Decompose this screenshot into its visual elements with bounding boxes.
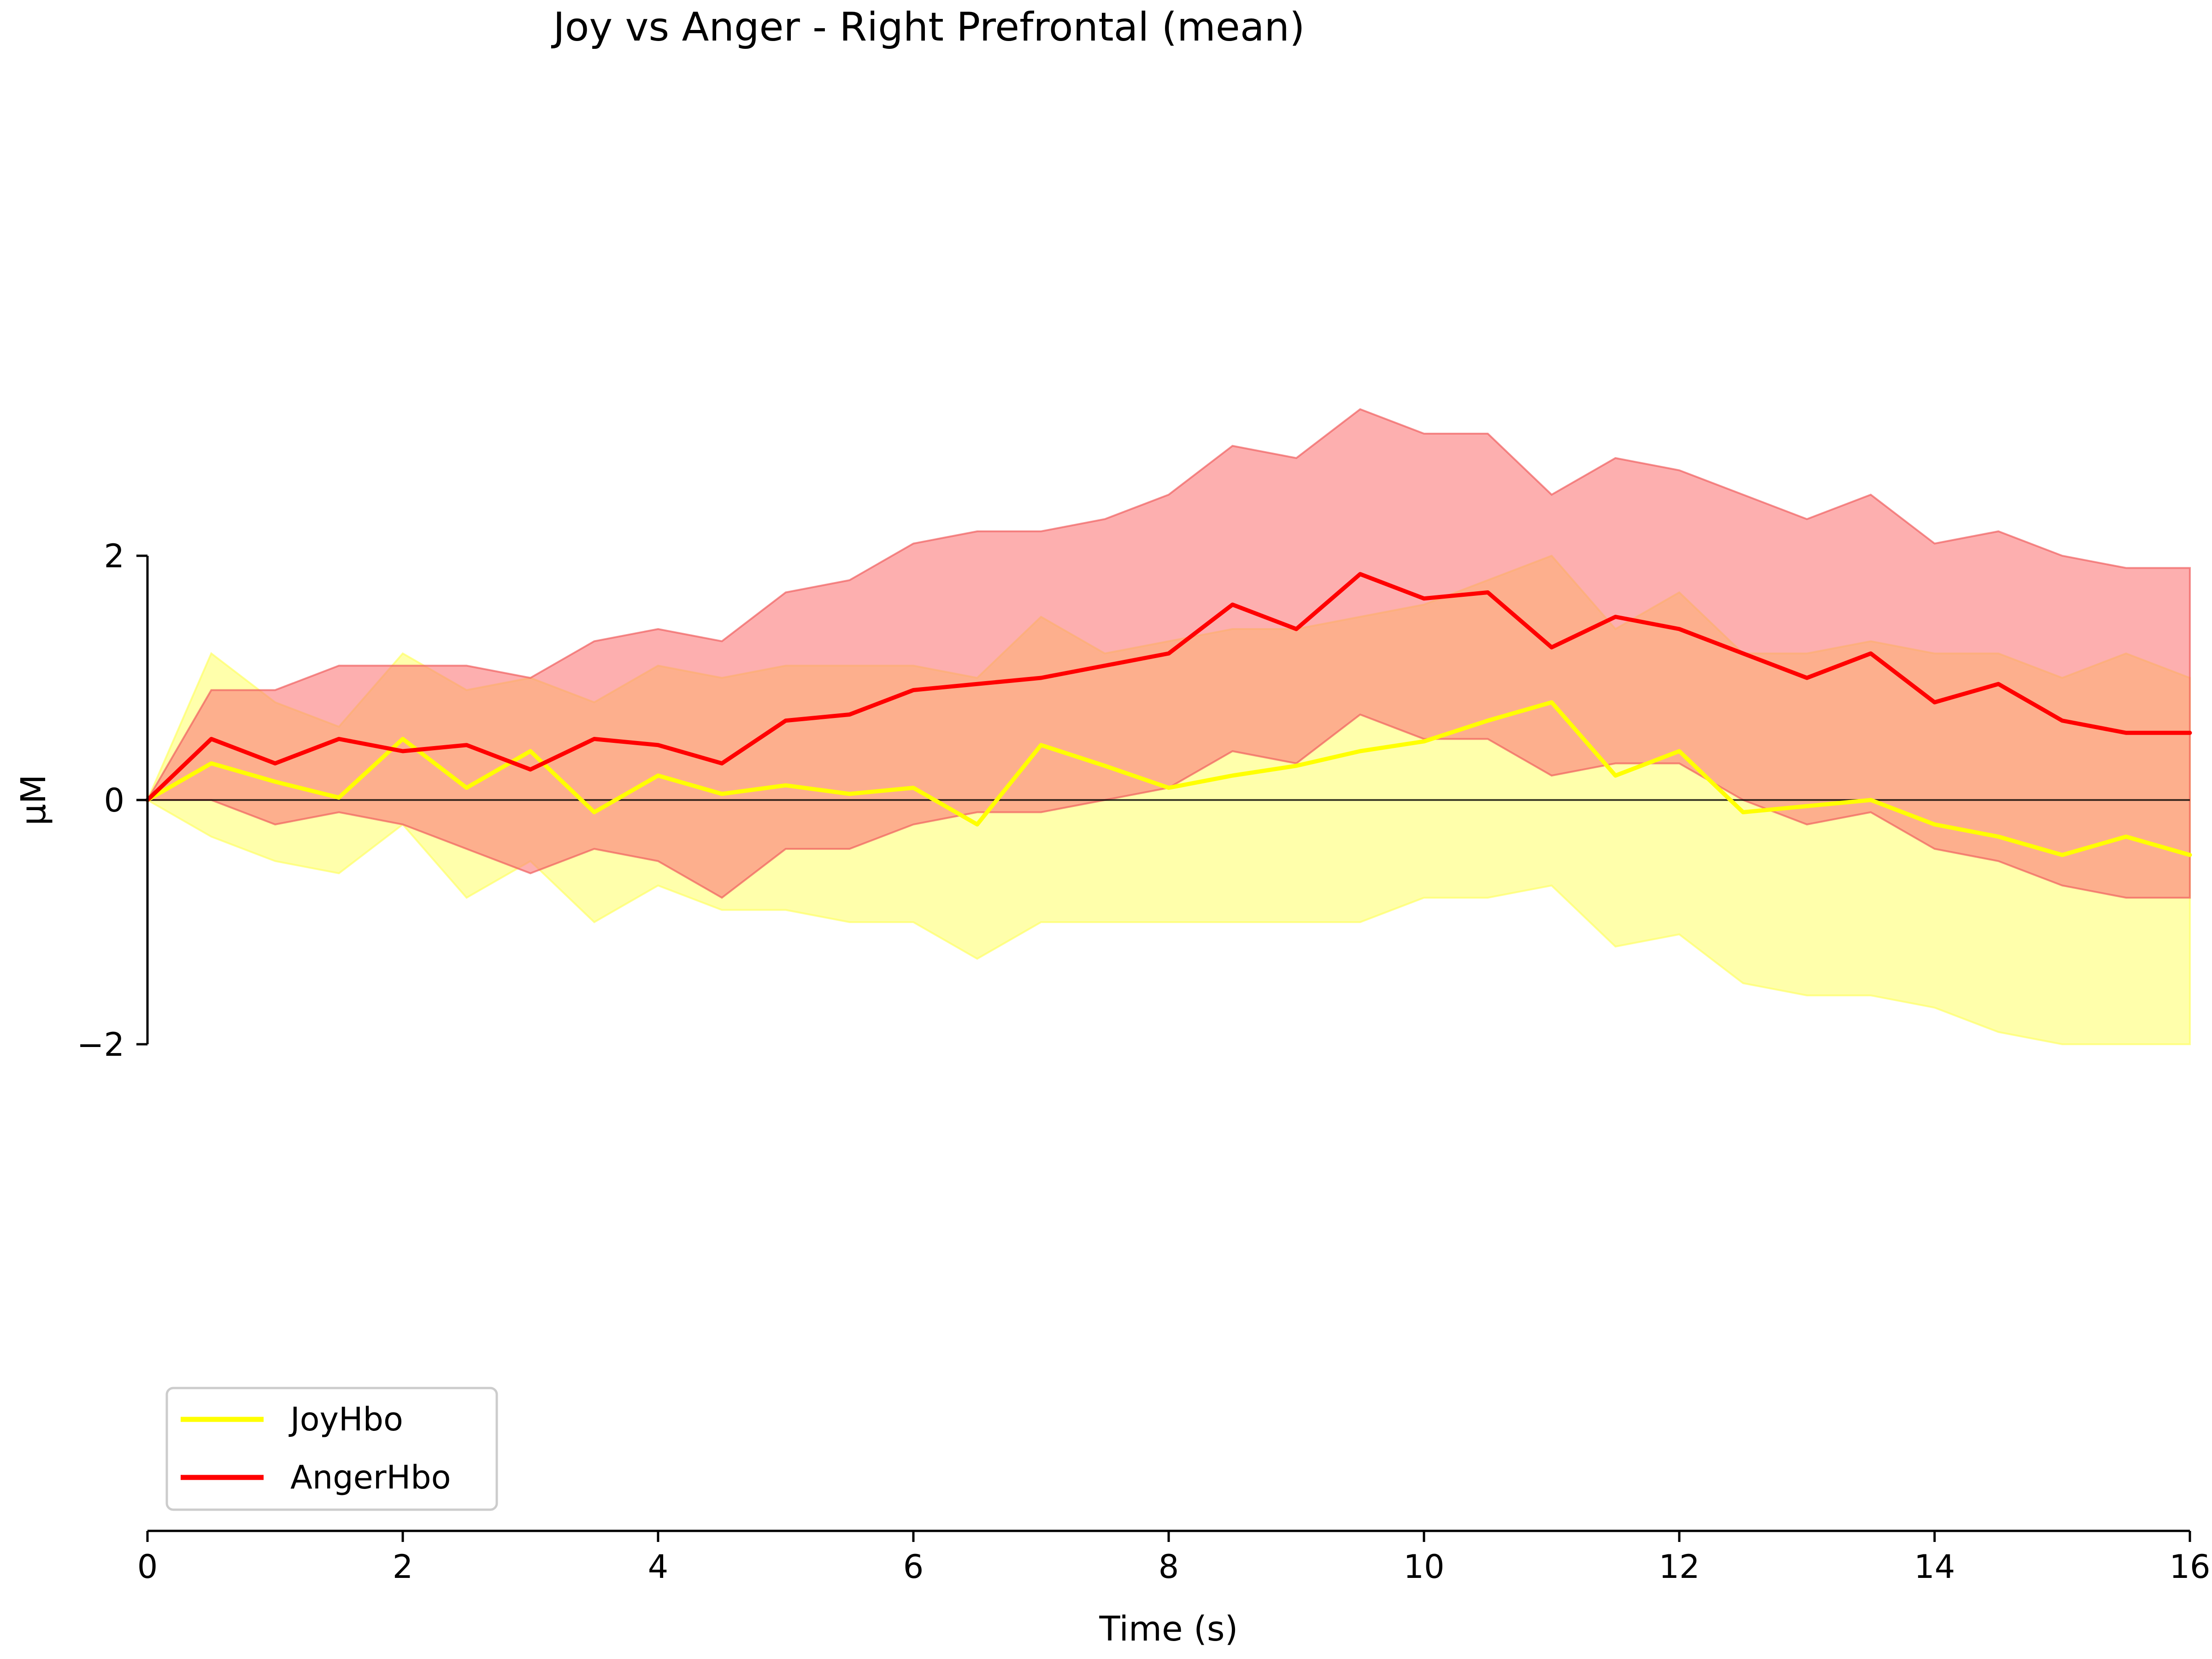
chart-title: Joy vs Anger - Right Prefrontal (mean) bbox=[551, 4, 1305, 50]
x-tick-label: 10 bbox=[1403, 1548, 1444, 1586]
x-axis-label: Time (s) bbox=[1099, 1609, 1238, 1649]
legend-label-joyhbo: JoyHbo bbox=[288, 1400, 403, 1438]
y-ticks: −2 0 2 bbox=[77, 537, 147, 1064]
x-ticks: 0 2 4 6 8 10 12 14 16 bbox=[137, 1531, 2211, 1586]
y-tick-label: 2 bbox=[104, 537, 124, 575]
y-tick-label: −2 bbox=[77, 1026, 124, 1064]
legend: JoyHbo AngerHbo bbox=[165, 1387, 498, 1511]
x-tick-label: 8 bbox=[1159, 1548, 1179, 1586]
legend-label-angerhbo: AngerHbo bbox=[290, 1459, 451, 1496]
joyhbo-line bbox=[145, 700, 2192, 857]
x-tick-label: 0 bbox=[137, 1548, 158, 1586]
x-tick-label: 16 bbox=[2169, 1548, 2210, 1586]
axes: 0 2 4 6 8 10 12 14 16 −2 0 2 bbox=[77, 537, 2211, 1586]
x-tick-label: 6 bbox=[903, 1548, 924, 1586]
y-axis-label: μM bbox=[14, 775, 53, 826]
x-tick-label: 12 bbox=[1659, 1548, 1700, 1586]
plot-area bbox=[145, 408, 2192, 1045]
angerhbo-line bbox=[145, 572, 2192, 802]
y-tick-label: 0 bbox=[104, 782, 124, 819]
x-tick-label: 14 bbox=[1914, 1548, 1955, 1586]
x-tick-label: 2 bbox=[393, 1548, 413, 1586]
x-tick-label: 4 bbox=[648, 1548, 669, 1586]
